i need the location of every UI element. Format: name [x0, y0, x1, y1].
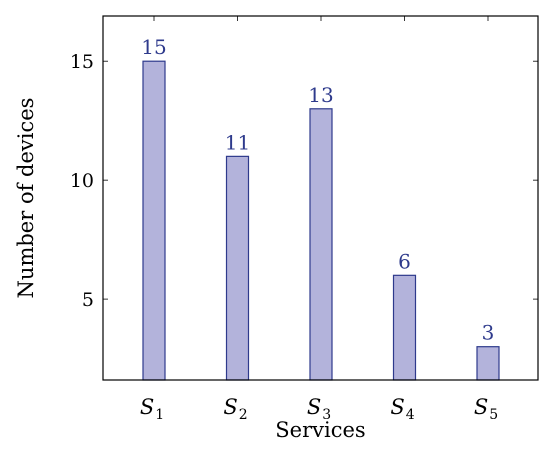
- bars-layer: [142, 60, 500, 381]
- bar-value-label: 15: [141, 35, 166, 59]
- x-axis-title: Services: [275, 418, 365, 442]
- bar-value-label: 3: [482, 321, 495, 345]
- x-tick-label: S5: [474, 395, 498, 423]
- x-tick-label: S1: [140, 395, 164, 423]
- bar: [225, 155, 250, 381]
- y-tick-label: 10: [70, 170, 94, 192]
- bar: [476, 346, 500, 381]
- labels-layer: 5 10 15 15 S1 11 S2 13 S3 6 S4 3 S5: [70, 35, 498, 423]
- plot-frame: [102, 15, 539, 381]
- bar: [142, 60, 166, 381]
- bar: [392, 274, 417, 381]
- bar-value-label: 13: [308, 83, 333, 107]
- bar: [309, 108, 333, 381]
- bar-value-label: 6: [398, 249, 411, 273]
- y-axis-title: Number of devices: [14, 98, 38, 299]
- x-tick-label: S3: [307, 395, 331, 423]
- y-tick-label: 15: [70, 51, 94, 73]
- y-tick-label: 5: [82, 289, 94, 311]
- x-tick-label: S2: [223, 395, 247, 423]
- bar-value-label: 11: [225, 130, 250, 154]
- x-tick-label: S4: [390, 395, 414, 423]
